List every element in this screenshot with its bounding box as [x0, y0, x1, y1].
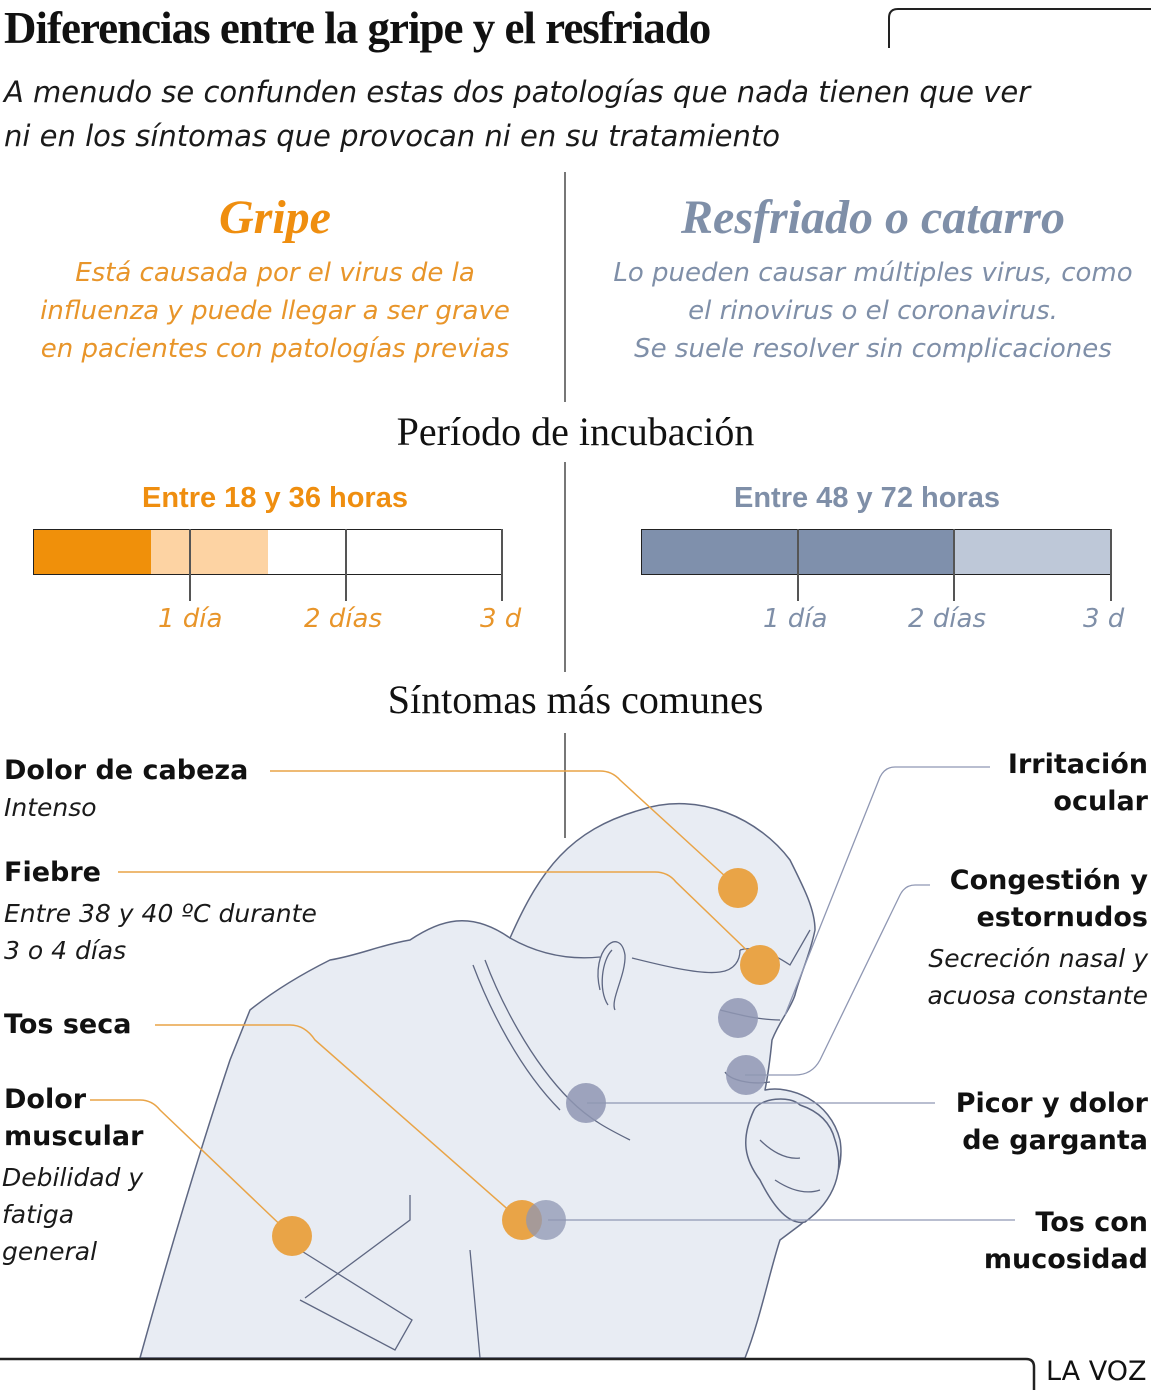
symptom-congestion: Congestión y estornudos Secreción nasal …	[927, 865, 1148, 1010]
symptom-dolor-cabeza: Dolor de cabeza Intenso	[4, 755, 249, 822]
resfriado-incubation-bar	[641, 529, 1112, 575]
column-divider-incubation	[564, 462, 566, 672]
resfriado-tick-label-2: 2 días	[908, 604, 987, 634]
symptom-fiebre: Fiebre Entre 38 y 40 ºC durante 3 o 4 dí…	[4, 857, 317, 965]
column-divider	[564, 172, 566, 402]
page-title: Diferencias entre la gripe y el resfriad…	[4, 3, 711, 53]
symptom-irritacion-ocular: Irritación ocular	[1007, 749, 1148, 817]
gripe-tick-2	[345, 529, 347, 601]
gripe-incubation-bar	[33, 529, 503, 575]
gripe-bar-certain	[34, 530, 151, 574]
resfriado-tick-2	[953, 529, 955, 601]
gripe-tick-label-1: 1 día	[158, 604, 223, 634]
resfriado-title: Resfriado o catarro	[681, 191, 1065, 244]
brand-logo: LA VOZ	[1046, 1356, 1147, 1387]
incubation-heading: Período de incubación	[396, 409, 755, 454]
column-divider-symptoms	[564, 733, 566, 838]
symptom-tos-seca: Tos seca	[4, 1009, 132, 1040]
resfriado-tick-3	[1110, 529, 1112, 601]
resfriado-bar-range	[955, 530, 1111, 574]
gripe-tick-1	[189, 529, 191, 601]
gripe-tick-label-2: 2 días	[304, 604, 383, 634]
resfriado-tick-label-3: 3 d	[1083, 604, 1125, 634]
gripe-tick-3	[501, 529, 503, 601]
title-corner-bracket	[888, 8, 1151, 48]
symptom-dolor-muscular: Dolor muscular Debilidad y fatiga genera…	[2, 1084, 144, 1266]
symptom-garganta: Picor y dolor de garganta	[955, 1088, 1148, 1156]
resfriado-tick-1	[797, 529, 799, 601]
resfriado-tick-label-1: 1 día	[763, 604, 828, 634]
footer-rule	[0, 1357, 1036, 1390]
gripe-description: Está causada por el virus de la influenz…	[40, 258, 510, 364]
resfriado-bar-certain	[642, 530, 955, 574]
resfriado-incubation-range: Entre 48 y 72 horas	[734, 482, 1000, 514]
subtitle: A menudo se confunden estas dos patologí…	[4, 75, 1031, 153]
gripe-incubation-range: Entre 18 y 36 horas	[142, 482, 408, 514]
resfriado-description: Lo pueden causar múltiples virus, como e…	[613, 258, 1133, 364]
symptoms-heading: Síntomas más comunes	[387, 677, 764, 722]
gripe-bar-range	[151, 530, 268, 574]
symptom-dots	[272, 868, 780, 1256]
gripe-title: Gripe	[219, 191, 331, 244]
gripe-tick-label-3: 3 d	[480, 604, 522, 634]
symptom-tos-mucosidad: Tos con mucosidad	[983, 1207, 1148, 1275]
